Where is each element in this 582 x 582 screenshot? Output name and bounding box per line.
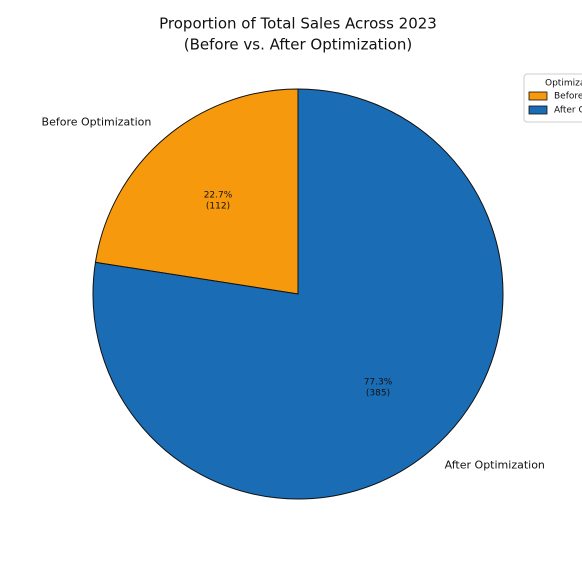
chart-title: Proportion of Total Sales Across 2023	[159, 15, 437, 33]
legend-swatch	[528, 105, 548, 115]
value-label: (112)	[206, 202, 230, 212]
value-label: 77.3%	[364, 377, 393, 387]
legend-label: Before Optimization	[554, 92, 582, 102]
pie-slice	[92, 88, 504, 500]
legend-swatch	[528, 91, 548, 101]
category-label: Before Optimization	[42, 116, 152, 129]
legend: Optimization Before Optimization After Opt…	[523, 73, 582, 123]
legend-label: After Optimization	[554, 106, 582, 116]
pie-slice	[94, 88, 299, 295]
legend-title: Optimization	[545, 79, 582, 89]
value-label: 22.7%	[204, 191, 233, 201]
chart-subtitle: (Before vs. After Optimization)	[184, 36, 413, 54]
value-label: (385)	[366, 388, 390, 398]
category-label: After Optimization	[445, 458, 545, 471]
